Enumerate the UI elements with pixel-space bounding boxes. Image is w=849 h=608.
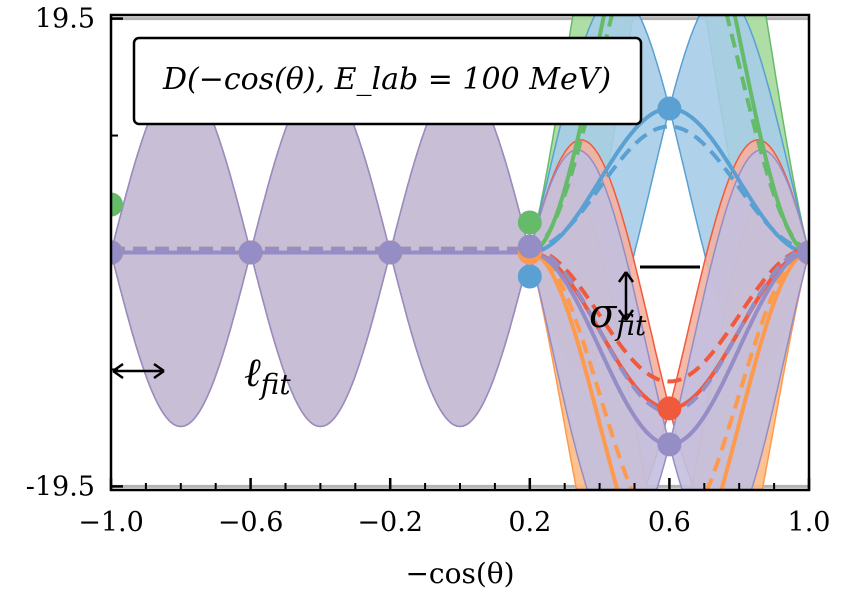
x-tick-label-0: −1.0 [78, 507, 144, 538]
series-1-point-3 [517, 264, 542, 289]
series-4-point-2 [378, 240, 403, 265]
x-tick-label-4: 0.6 [648, 507, 691, 538]
series-1-point-4 [657, 96, 682, 121]
series-3-point-4 [657, 582, 681, 606]
ell-fit-annotation: ℓfit [112, 350, 291, 401]
axis-ticks: −1.0 −0.6 −0.2 0.2 0.6 1.0 19.5 -19.5 [26, 4, 831, 538]
sigma-fit-label: σfit [589, 291, 647, 342]
series-2-point-4 [657, 396, 682, 421]
x-tick-label-1: −0.6 [218, 507, 284, 538]
sigma-fit-annotation: σfit [589, 265, 700, 342]
ell-fit-label: ℓfit [244, 350, 291, 401]
x-tick-label-3: 0.2 [508, 507, 551, 538]
series-4-line [111, 250, 809, 447]
series-4-point-1 [238, 240, 263, 265]
y-tick-label-0: 19.5 [35, 4, 95, 35]
chart-title: D(−cos(θ), E_lab = 100 MeV) [162, 62, 611, 97]
title-box: D(−cos(θ), E_lab = 100 MeV) [132, 36, 643, 126]
x-tick-label-2: −0.2 [357, 507, 423, 538]
sigma-fit-arrowheads [617, 271, 635, 321]
series-4-dashed-line [111, 246, 809, 414]
series-4-point-4 [657, 432, 682, 457]
series-4-point-3 [517, 234, 542, 259]
series-4-point-0 [111, 240, 123, 265]
series-4-point-5 [797, 240, 809, 265]
series-0-point-0 [111, 192, 123, 217]
plot-area [111, 15, 809, 606]
x-axis-label: −cos(θ) [405, 557, 514, 590]
series-0-point-3 [517, 210, 542, 235]
ell-fit-arrowheads [112, 362, 165, 380]
x-tick-label-5: 1.0 [788, 507, 831, 538]
y-tick-label-1: -19.5 [26, 471, 95, 502]
